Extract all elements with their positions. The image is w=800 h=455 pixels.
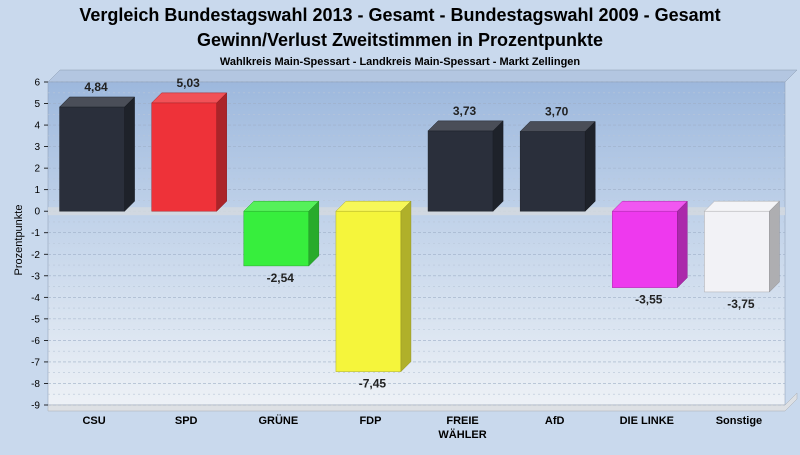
- bar-top: [611, 200, 688, 212]
- y-tick-label: -7: [31, 357, 40, 368]
- y-tick-label: 0: [34, 207, 40, 218]
- data-label: 3,73: [453, 104, 477, 118]
- data-label: -2,54: [267, 271, 295, 285]
- bar: [704, 210, 770, 293]
- data-label: 4,84: [84, 80, 108, 94]
- y-tick-label: -8: [31, 379, 40, 390]
- bar-side: [584, 120, 596, 212]
- bar-top: [58, 96, 136, 108]
- data-label: 3,70: [545, 105, 569, 119]
- x-tick-label: DIE LINKE: [620, 415, 674, 427]
- x-tick-label: Sonstige: [716, 415, 762, 427]
- bar-top: [519, 121, 596, 132]
- y-tick-label: -5: [31, 314, 40, 325]
- zero-baseline: [48, 207, 785, 216]
- y-tick-label: 4: [34, 121, 40, 132]
- bar: [151, 102, 217, 212]
- bar-side: [769, 200, 780, 293]
- x-tick-label: SPD: [175, 415, 198, 427]
- x-tick-label: AfD: [545, 415, 565, 427]
- y-tick-label: -6: [31, 336, 40, 347]
- bar-top: [151, 92, 228, 104]
- x-tick-label: GRÜNE: [258, 414, 298, 427]
- bar-side: [677, 200, 688, 289]
- bar-side: [308, 200, 320, 267]
- data-label: -7,45: [359, 377, 387, 391]
- y-tick-label: 2: [34, 164, 40, 175]
- data-label: -3,55: [635, 293, 663, 307]
- bar-side: [216, 92, 227, 212]
- x-tick-label: CSU: [82, 415, 105, 427]
- data-label: 5,03: [177, 76, 201, 90]
- chart-title-line2: Gewinn/Verlust Zweitstimmen in Prozentpu…: [197, 30, 603, 50]
- bar: [519, 131, 586, 212]
- bar: [612, 210, 678, 288]
- bar: [427, 130, 494, 212]
- y-tick-label: 5: [34, 99, 40, 110]
- bar-top: [243, 200, 320, 212]
- data-label: -3,75: [727, 297, 755, 311]
- bar-side: [492, 120, 504, 212]
- bar-top: [335, 200, 412, 212]
- y-tick-label: -4: [31, 293, 40, 304]
- y-tick-label: -2: [31, 250, 40, 261]
- y-tick-label: 1: [34, 185, 40, 196]
- bar-side: [400, 200, 412, 373]
- y-tick-label: -1: [31, 228, 40, 239]
- bar-side: [124, 96, 135, 212]
- bar: [243, 210, 310, 267]
- bar: [335, 210, 402, 372]
- chart-title: Vergleich Bundestagswahl 2013 - Gesamt -…: [79, 5, 720, 25]
- y-tick-label: 3: [34, 142, 40, 153]
- y-tick-label: 6: [34, 78, 40, 89]
- y-tick-label: -9: [31, 401, 40, 412]
- bar-top: [703, 200, 781, 212]
- x-tick-label: FREIE: [446, 415, 478, 427]
- chart-subtitle: Wahlkreis Main-Spessart - Landkreis Main…: [220, 56, 581, 68]
- bar-top: [427, 120, 504, 132]
- x-tick-label: WÄHLER: [438, 428, 486, 441]
- y-axis-label: Prozentpunkte: [13, 205, 25, 276]
- x-tick-label: FDP: [359, 415, 381, 427]
- bar: [59, 106, 125, 212]
- y-tick-label: -3: [31, 271, 40, 282]
- plot-top-frame: [47, 69, 798, 83]
